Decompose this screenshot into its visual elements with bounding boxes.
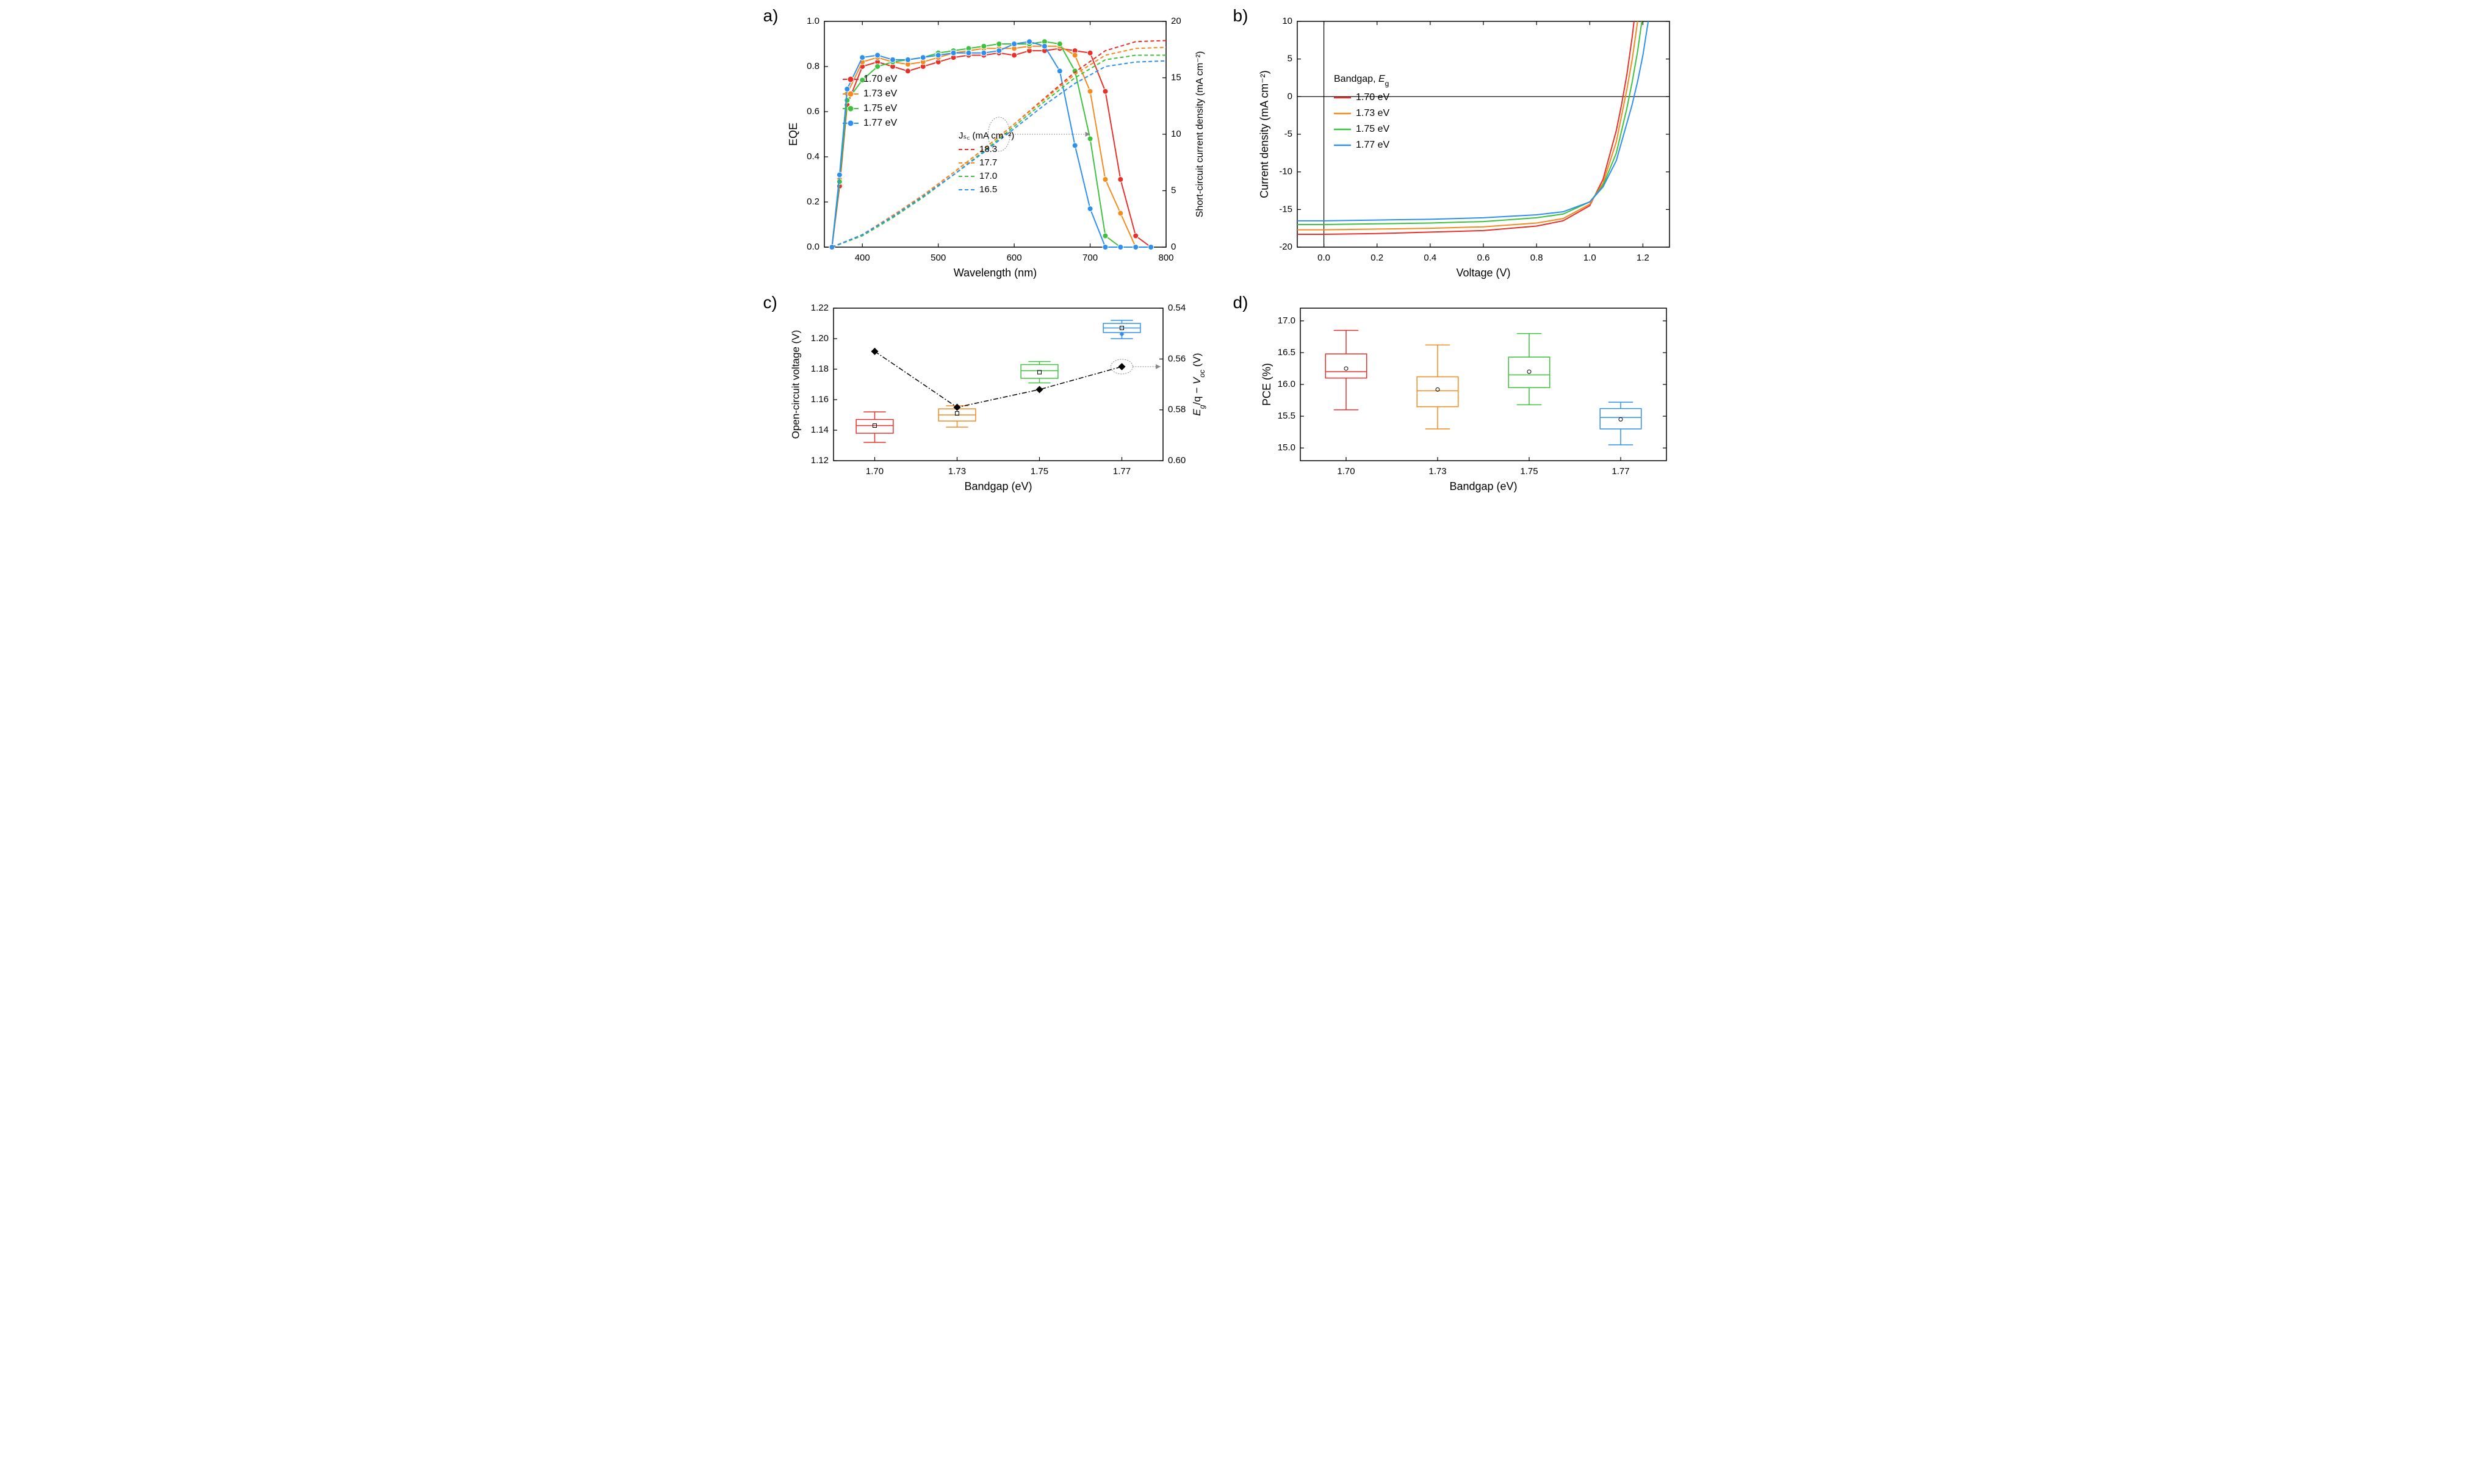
chart-a: 400 500 600 700 800 0.0 0.2 0.4 0.6 0.8 1.0 0 5 10 15 2… [782, 12, 1209, 281]
svg-text:16.0: 16.0 [1277, 379, 1295, 389]
svg-text:0.4: 0.4 [807, 151, 819, 162]
svg-text:400: 400 [854, 253, 870, 263]
svg-text:Bandgap (eV): Bandgap (eV) [1449, 480, 1517, 492]
svg-text:20: 20 [1171, 16, 1181, 26]
svg-text:1.14: 1.14 [810, 425, 828, 435]
svg-text:Current density (mA cm⁻²): Current density (mA cm⁻²) [1258, 70, 1270, 198]
svg-text:600: 600 [1006, 253, 1021, 263]
svg-text:Jₛ꜀ (mA cm⁻²): Jₛ꜀ (mA cm⁻²) [959, 131, 1014, 141]
svg-text:Open-circuit voltage (V): Open-circuit voltage (V) [790, 330, 801, 439]
panel-d-label: d) [1233, 293, 1248, 312]
svg-text:1.75 eV: 1.75 eV [1356, 124, 1389, 134]
svg-text:-20: -20 [1279, 242, 1292, 252]
svg-text:18.3: 18.3 [979, 144, 997, 154]
svg-text:Wavelength (nm): Wavelength (nm) [953, 267, 1036, 279]
chart-c: 1.70 1.73 1.75 1.77 1.12 1.14 1.16 1.18 1.20 1.22… [782, 299, 1209, 494]
svg-text:1.18: 1.18 [810, 364, 828, 374]
svg-text:5: 5 [1287, 54, 1292, 64]
svg-text:-15: -15 [1279, 204, 1292, 214]
svg-text:700: 700 [1082, 253, 1098, 263]
svg-text:1.2: 1.2 [1636, 253, 1649, 263]
svg-text:0.58: 0.58 [1168, 405, 1186, 415]
svg-text:1.73: 1.73 [948, 466, 965, 477]
panel-c: c) 1.701.731.751.771.121.141.161.181.201… [782, 299, 1227, 494]
svg-text:-5: -5 [1284, 129, 1292, 139]
chart-b: 0.0 0.2 0.4 0.6 0.8 1.0 1.2 -20 -15 -10 -5 0 5 10 Volt… [1252, 12, 1679, 281]
svg-text:1.73 eV: 1.73 eV [1356, 108, 1389, 118]
svg-text:17.0: 17.0 [979, 171, 997, 181]
svg-text:17.7: 17.7 [979, 157, 997, 168]
svg-text:10: 10 [1282, 16, 1292, 26]
figure-grid: a) 4005006007008000.00.20.40.60.81.00510… [782, 12, 1697, 494]
svg-text:1.70: 1.70 [1337, 466, 1355, 477]
svg-text:500: 500 [931, 253, 946, 263]
svg-text:1.0: 1.0 [1583, 253, 1596, 263]
svg-text:1.20: 1.20 [810, 333, 828, 344]
svg-text:Bandgap (eV): Bandgap (eV) [964, 480, 1032, 492]
panel-b-label: b) [1233, 6, 1248, 26]
svg-text:0: 0 [1171, 242, 1176, 252]
svg-text:0.56: 0.56 [1168, 353, 1186, 364]
panel-c-label: c) [763, 293, 777, 312]
svg-text:0.8: 0.8 [1530, 253, 1543, 263]
svg-text:0.60: 0.60 [1168, 455, 1186, 466]
svg-text:Bandgap, Eg: Bandgap, Eg [1334, 74, 1389, 88]
svg-text:1.22: 1.22 [810, 303, 828, 313]
svg-text:0.0: 0.0 [807, 242, 819, 252]
svg-text:15.5: 15.5 [1277, 411, 1295, 421]
svg-text:1.70: 1.70 [865, 466, 883, 477]
svg-text:EQE: EQE [787, 123, 799, 146]
chart-d: 1.70 1.73 1.75 1.77 15.0 15.5 16.0 16.5 17.0 Band… [1252, 299, 1679, 494]
svg-text:0.2: 0.2 [807, 196, 819, 207]
svg-text:1.16: 1.16 [810, 394, 828, 405]
svg-text:10: 10 [1171, 129, 1181, 139]
svg-text:-10: -10 [1279, 167, 1292, 177]
svg-text:1.77: 1.77 [1112, 466, 1130, 477]
svg-text:0: 0 [1287, 91, 1292, 101]
svg-text:0.6: 0.6 [1477, 253, 1489, 263]
svg-text:1.12: 1.12 [810, 455, 828, 466]
svg-text:800: 800 [1158, 253, 1173, 263]
svg-text:1.75: 1.75 [1030, 466, 1048, 477]
svg-text:1.73: 1.73 [1428, 466, 1446, 477]
panel-d: d) 1.701.731.751.7715.015.516.016.517.0B… [1252, 299, 1697, 494]
svg-text:1.73 eV: 1.73 eV [863, 88, 897, 99]
svg-text:16.5: 16.5 [979, 184, 997, 195]
panel-a: a) 4005006007008000.00.20.40.60.81.00510… [782, 12, 1227, 281]
svg-text:1.70 eV: 1.70 eV [1356, 92, 1389, 103]
svg-text:0.4: 0.4 [1424, 253, 1436, 263]
svg-text:0.2: 0.2 [1370, 253, 1383, 263]
svg-text:1.77 eV: 1.77 eV [863, 118, 897, 128]
svg-text:PCE (%): PCE (%) [1260, 363, 1272, 406]
svg-text:0.6: 0.6 [807, 106, 819, 117]
svg-text:Eg/q − Voc (V): Eg/q − Voc (V) [1191, 353, 1206, 416]
svg-text:16.5: 16.5 [1277, 347, 1295, 358]
panel-b: b) 0.00.20.40.60.81.01.2-20-15-10-50510V… [1252, 12, 1697, 281]
svg-text:1.0: 1.0 [807, 16, 819, 26]
svg-text:1.70 eV: 1.70 eV [863, 74, 897, 84]
svg-text:0.0: 0.0 [1317, 253, 1330, 263]
svg-text:Short-circuit current density: Short-circuit current density (mA cm⁻²) [1195, 51, 1205, 218]
svg-text:1.75: 1.75 [1520, 466, 1538, 477]
svg-text:1.77 eV: 1.77 eV [1356, 140, 1389, 150]
svg-text:Voltage (V): Voltage (V) [1456, 267, 1510, 279]
svg-text:17.0: 17.0 [1277, 315, 1295, 326]
svg-text:15: 15 [1171, 72, 1181, 82]
svg-text:1.77: 1.77 [1612, 466, 1629, 477]
svg-text:1.75 eV: 1.75 eV [863, 103, 897, 113]
svg-text:5: 5 [1171, 185, 1176, 195]
panel-a-label: a) [763, 6, 779, 26]
svg-text:15.0: 15.0 [1277, 442, 1295, 453]
svg-text:0.8: 0.8 [807, 61, 819, 71]
svg-text:0.54: 0.54 [1168, 303, 1186, 313]
